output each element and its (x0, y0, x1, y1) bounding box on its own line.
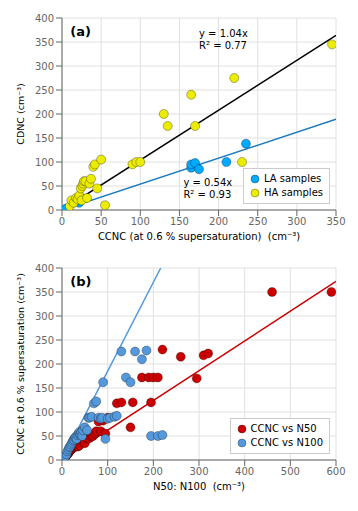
svg-text:200: 200 (144, 466, 163, 477)
html-text:y = 0.54x R² = 0.93: y = 0.54x R² = 0.93 (183, 177, 233, 201)
svg-text:400: 400 (35, 13, 54, 24)
svg-text:100: 100 (98, 466, 117, 477)
svg-text:50: 50 (95, 216, 108, 227)
svg-text:250: 250 (35, 335, 54, 346)
svg-text:250: 250 (248, 216, 267, 227)
svg-text:350: 350 (35, 37, 54, 48)
svg-text:100: 100 (35, 157, 54, 168)
html-text:CCNC vs N100: CCNC vs N100 (250, 437, 323, 448)
svg-text:400: 400 (35, 263, 54, 274)
svg-text:150: 150 (35, 133, 54, 144)
html-text:(a): (a) (70, 23, 91, 39)
svg-text:400: 400 (235, 466, 254, 477)
html-text:N50: N100 (cm⁻³): N50: N100 (cm⁻³) (153, 481, 245, 492)
svg-text:100: 100 (131, 216, 150, 227)
svg-text:0: 0 (59, 466, 65, 477)
svg-text:200: 200 (209, 216, 228, 227)
svg-text:300: 300 (35, 61, 54, 72)
svg-text:250: 250 (35, 85, 54, 96)
svg-text:0: 0 (59, 216, 65, 227)
svg-text:150: 150 (170, 216, 189, 227)
html-text:CDNC (cm⁻³): CDNC (cm⁻³) (14, 83, 26, 145)
html-text:LA samples: LA samples (263, 173, 322, 184)
svg-text:150: 150 (35, 383, 54, 394)
svg-text:500: 500 (281, 466, 300, 477)
svg-text:0: 0 (48, 455, 54, 466)
svg-text:50: 50 (41, 181, 54, 192)
svg-text:200: 200 (35, 359, 54, 370)
svg-text:350: 350 (326, 216, 345, 227)
html-text:y = 1.04x R² = 0.77: y = 1.04x R² = 0.77 (199, 27, 248, 51)
svg-text:200: 200 (35, 109, 54, 120)
svg-text:350: 350 (35, 287, 54, 298)
svg-text:100: 100 (35, 407, 54, 418)
html-text:HA samples: HA samples (263, 187, 323, 198)
svg-text:300: 300 (287, 216, 306, 227)
html-text:CCNC vs N50: CCNC vs N50 (250, 423, 317, 434)
svg-text:300: 300 (189, 466, 208, 477)
html-text:CCNC at 0.6 % supersaturation: CCNC at 0.6 % supersaturation (cm⁻³) (14, 273, 26, 455)
html-text:CCNC (at 0.6 % supersaturation: CCNC (at 0.6 % supersaturation) (cm⁻³) (97, 231, 301, 242)
svg-text:600: 600 (326, 466, 345, 477)
svg-text:300: 300 (35, 311, 54, 322)
svg-text:0: 0 (48, 205, 54, 216)
html-text:(b): (b) (70, 273, 92, 289)
svg-text:50: 50 (41, 431, 54, 442)
